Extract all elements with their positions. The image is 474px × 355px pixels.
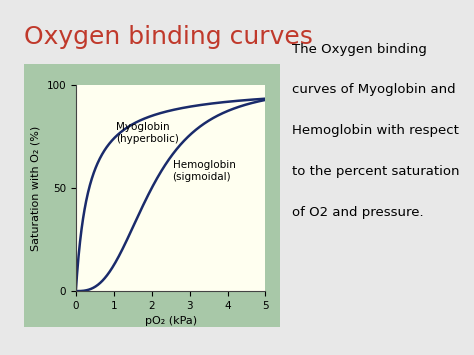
Text: curves of Myoglobin and: curves of Myoglobin and <box>292 83 455 97</box>
Text: Hemoglobin with respect: Hemoglobin with respect <box>292 124 458 137</box>
Text: The Oxygen binding: The Oxygen binding <box>292 43 427 56</box>
Y-axis label: Saturation with O₂ (%): Saturation with O₂ (%) <box>31 126 41 251</box>
Text: Oxygen binding curves: Oxygen binding curves <box>24 25 312 49</box>
Text: Hemoglobin
(sigmoidal): Hemoglobin (sigmoidal) <box>173 160 236 182</box>
Text: to the percent saturation: to the percent saturation <box>292 165 459 178</box>
X-axis label: pO₂ (kPa): pO₂ (kPa) <box>145 316 197 326</box>
Text: of O2 and pressure.: of O2 and pressure. <box>292 206 423 219</box>
Text: Myoglobin
(hyperbolic): Myoglobin (hyperbolic) <box>116 122 179 144</box>
